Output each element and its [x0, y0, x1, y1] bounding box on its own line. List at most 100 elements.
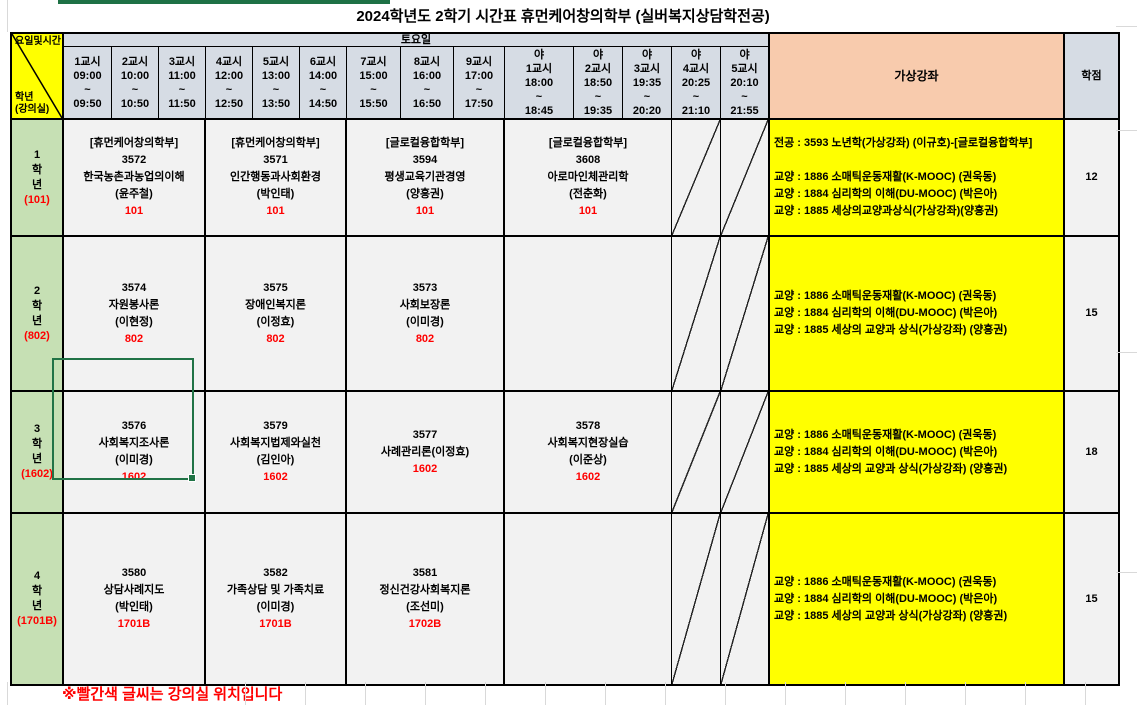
class-text-line: 3580: [121, 567, 147, 579]
virtual-lecture-cell[interactable]: 교양 : 1886 소매틱운동재활(K-MOOC) (권욱동) 교양 : 1884…: [770, 392, 1065, 514]
credits-header[interactable]: 학점: [1065, 34, 1118, 120]
class-text-line: 3573: [412, 281, 438, 294]
virtual-lecture-line: 교양 : 1886 소매틱운동재활(K-MOOC) (권욱동): [774, 575, 997, 588]
empty-class-cell[interactable]: [505, 237, 672, 392]
virtual-lecture-cell[interactable]: 교양 : 1886 소매틱운동재활(K-MOOC) (권욱동) 교양 : 1884…: [770, 237, 1065, 392]
slash-cell[interactable]: [721, 237, 770, 392]
credits-cell[interactable]: 18: [1065, 392, 1118, 514]
slash-cell[interactable]: [721, 514, 770, 684]
grade-label-line: 2: [33, 284, 41, 297]
slash-cell[interactable]: [672, 120, 721, 237]
class-text-line: 3579: [263, 420, 288, 432]
period-start-time: 20:10: [730, 76, 759, 89]
class-cell[interactable]: 3582 가족상담 및 가족치료 (이미경) 1701B: [206, 514, 347, 684]
gridline: [425, 682, 426, 705]
grade-label-line: 1: [33, 148, 41, 161]
class-cell[interactable]: [휴먼케어창의학부] 3571 인간행동과사회환경 (박인태) 101: [206, 120, 347, 237]
period-label: 9교시: [465, 55, 493, 68]
period-header-night-4교시[interactable]: 야 4교시 20:25 ~21:10: [672, 47, 721, 120]
period-start-time: 18:50: [583, 76, 613, 89]
virtual-lecture-cell[interactable]: 교양 : 1886 소매틱운동재활(K-MOOC) (권욱동) 교양 : 1884…: [770, 514, 1065, 684]
period-header-5교시[interactable]: 5교시 13:00 ~13:50: [253, 47, 300, 120]
grade-label-line: 년: [31, 178, 43, 191]
grade-room-number: (802): [24, 329, 50, 342]
period-end-time: 17:50: [464, 97, 494, 110]
class-text-line: 가족상담 및 가족치료: [226, 584, 325, 596]
class-room-number: 101: [578, 205, 598, 217]
gridline: [1116, 130, 1137, 131]
period-header-night-2교시[interactable]: 야 2교시 18:50 ~19:35: [574, 47, 623, 120]
grade-room-number: (101): [24, 193, 50, 206]
virtual-lecture-header[interactable]: 가상강좌: [770, 34, 1065, 120]
period-end-time: 21:10: [681, 104, 711, 117]
class-cell[interactable]: [휴먼케어창의학부] 3572 한국농촌과농업의이해 (윤주철) 101: [64, 120, 206, 237]
credits-value: 18: [1085, 445, 1098, 458]
class-text-line: 3571: [263, 154, 288, 166]
period-header-night-3교시[interactable]: 야 3교시 19:35 ~20:20: [623, 47, 672, 120]
credits-cell[interactable]: 15: [1065, 237, 1118, 392]
grade-header-4[interactable]: 4 학 년 (1701B): [12, 514, 64, 684]
grade-label-line: 학: [31, 299, 43, 312]
slash-cell[interactable]: [672, 392, 721, 514]
period-start-time: 19:35: [632, 76, 662, 89]
class-cell[interactable]: 3575 장애인복지론 (이정효) 802: [206, 237, 347, 392]
class-text-line: 3575: [263, 281, 288, 294]
period-tilde: ~: [594, 90, 602, 103]
class-cell[interactable]: [글로컬융합학부] 3608 아로마인체관리학 (전춘화) 101: [505, 120, 672, 237]
gridline: [485, 682, 486, 705]
slash-cell[interactable]: [721, 120, 770, 237]
credits-cell[interactable]: 15: [1065, 514, 1118, 684]
class-cell[interactable]: 3579 사회복지법제와실천 (김인아) 1602: [206, 392, 347, 514]
gridline: [845, 682, 846, 705]
class-cell[interactable]: 3574 자원봉사론 (이현정) 802: [64, 237, 206, 392]
credits-cell[interactable]: 12: [1065, 120, 1118, 237]
period-label: 5교시: [731, 62, 758, 75]
footnote[interactable]: ※빨간색 글씨는 강의실 위치입니다: [62, 686, 283, 703]
class-cell[interactable]: 3578 사회복지현장실습 (이준상) 1602: [505, 392, 672, 514]
night-prefix: 야: [641, 48, 653, 61]
corner-diagonal-line: [12, 34, 62, 118]
page-title[interactable]: 2024학년도 2학기 시간표 휴먼케어창의학부 (실버복지상담학전공): [356, 8, 770, 25]
period-header-2교시[interactable]: 2교시 10:00 ~10:50: [112, 47, 159, 120]
period-tilde: ~: [423, 83, 431, 96]
empty-class-cell[interactable]: [505, 514, 672, 684]
slash-cell[interactable]: [672, 514, 721, 684]
corner-cell[interactable]: 요일및시간 학년 (강의실): [12, 34, 64, 120]
class-cell[interactable]: 3580 상담사례지도 (박인태) 1701B: [64, 514, 206, 684]
period-header-9교시[interactable]: 9교시 17:00 ~17:50: [454, 47, 505, 120]
class-text-line: 사례관리론(이정효): [380, 445, 470, 458]
slash-cell[interactable]: [721, 392, 770, 514]
class-cell[interactable]: 3573 사회보장론 (이미경) 802: [347, 237, 505, 392]
period-header-1교시[interactable]: 1교시 09:00 ~09:50: [64, 47, 112, 120]
class-cell[interactable]: 3576 사회복지조사론 (이미경) 1602: [64, 392, 206, 514]
period-end-time: 16:50: [412, 97, 442, 110]
period-start-time: 16:00: [412, 69, 442, 82]
class-room-number: 802: [124, 332, 144, 345]
class-cell[interactable]: 3581 정신건강사회복지론 (조선미) 1702B: [347, 514, 505, 684]
period-header-6교시[interactable]: 6교시 14:00 ~14:50: [300, 47, 347, 120]
slash-cell[interactable]: [672, 237, 721, 392]
day-group-header[interactable]: 토요일: [64, 34, 770, 47]
grade-header-2[interactable]: 2 학 년 (802): [12, 237, 64, 392]
period-start-time: 17:00: [464, 69, 494, 82]
period-label: 5교시: [262, 55, 290, 68]
grade-label-line: 년: [31, 314, 43, 327]
period-label: 4교시: [682, 62, 710, 75]
gridline: [1116, 26, 1137, 27]
period-header-night-1교시[interactable]: 야 1교시 18:00 ~18:45: [505, 47, 574, 120]
period-tilde: ~: [319, 83, 327, 96]
class-cell[interactable]: 3577 사례관리론(이정효) 1602: [347, 392, 505, 514]
grade-label-line: 학: [31, 438, 43, 450]
class-text-line: (전춘화): [569, 188, 607, 200]
period-header-night-5교시[interactable]: 야 5교시 20:10 ~21:55: [721, 47, 770, 120]
class-cell[interactable]: [글로컬융합학부] 3594 평생교육기관경영 (양흥권) 101: [347, 120, 505, 237]
period-header-8교시[interactable]: 8교시 16:00 ~16:50: [401, 47, 454, 120]
grade-header-3[interactable]: 3 학 년 (1602): [12, 392, 64, 514]
period-header-3교시[interactable]: 3교시 11:00 ~11:50: [159, 47, 206, 120]
period-header-4교시[interactable]: 4교시 12:00 ~12:50: [206, 47, 253, 120]
period-header-7교시[interactable]: 7교시 15:00 ~15:50: [347, 47, 401, 120]
grade-header-1[interactable]: 1 학 년 (101): [12, 120, 64, 237]
gridline: [1025, 682, 1026, 705]
class-text-line: 3576: [121, 420, 147, 432]
virtual-lecture-cell[interactable]: 전공 : 3593 노년학(가상강좌) (이규호)-[글로컬융합학부] 교양 :…: [770, 120, 1065, 237]
